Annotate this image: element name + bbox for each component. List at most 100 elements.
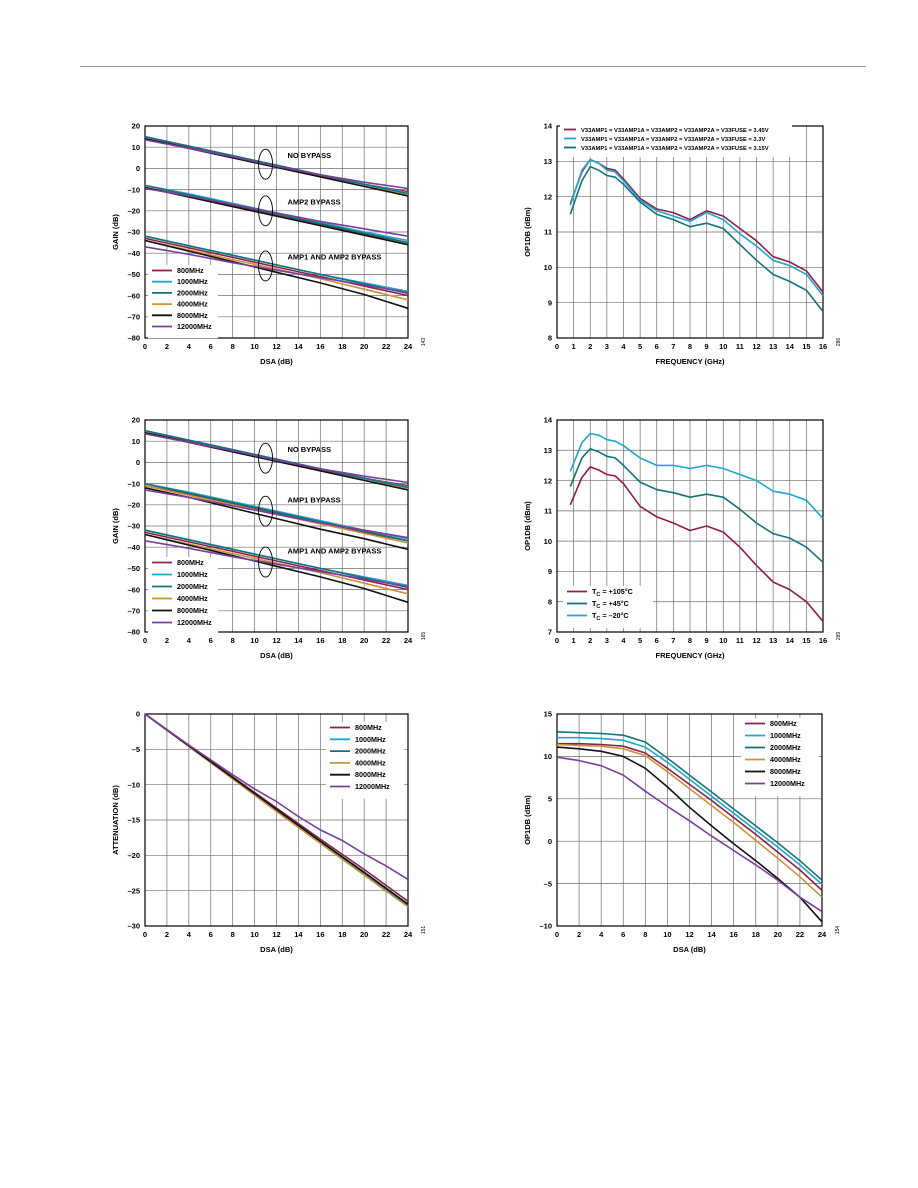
x-tick-label: 10: [250, 930, 258, 939]
annotation-label: AMP2 BYPASS: [287, 197, 340, 206]
x-tick-label: 4: [621, 636, 626, 645]
x-tick-label: 10: [663, 930, 671, 939]
x-tick-label: 15: [802, 342, 810, 351]
y-tick-label: –20: [127, 851, 140, 860]
series-line: [144, 186, 409, 246]
series-line: [144, 429, 409, 489]
annotation-ellipse: [258, 250, 273, 282]
y-tick-label: –80: [127, 334, 140, 343]
y-tick-label: 0: [136, 710, 140, 719]
y-tick-label: 0: [548, 837, 552, 846]
x-tick-label: 0: [555, 636, 559, 645]
legend: 800MHz 1000MHz 2000MHz 4000MHz 8000MHz 12000M…: [148, 557, 218, 635]
legend-entry: 800MHz: [770, 719, 797, 728]
annotation-label: AMP1 BYPASS: [287, 496, 340, 505]
series-line: [144, 713, 409, 881]
series-line: [144, 135, 409, 195]
legend-entry: 2000MHz: [770, 743, 801, 752]
figure-code: 151: [421, 926, 427, 935]
series-line: [557, 736, 823, 885]
legend-entry: 12000MHz: [177, 322, 212, 331]
x-tick-label: 1: [572, 342, 576, 351]
y-tick-label: –40: [127, 543, 140, 552]
x-tick-label: 3: [605, 636, 609, 645]
y-axis-label: OP1DB (dBm): [523, 207, 532, 257]
legend-entry: 1000MHz: [177, 570, 208, 579]
legend-entry: TC = –20°C: [592, 611, 629, 622]
x-tick-label: 12: [272, 930, 280, 939]
x-axis-label: FREQUENCY (GHz): [655, 357, 725, 366]
annotation-ellipse: [258, 495, 273, 527]
legend: TC = +105°CTC = +45°CTC = –20°C: [563, 586, 653, 628]
x-tick-label: 9: [705, 636, 709, 645]
page-top-rule: [80, 66, 866, 67]
x-tick-label: 6: [655, 342, 659, 351]
x-tick-label: 18: [338, 930, 346, 939]
x-tick-label: 16: [316, 342, 324, 351]
y-tick-label: –50: [127, 564, 140, 573]
y-tick-label: 10: [132, 143, 140, 152]
x-tick-label: 7: [671, 636, 675, 645]
series-line: [144, 239, 409, 310]
y-tick-label: –25: [127, 886, 140, 895]
x-tick-label: 12: [752, 342, 760, 351]
x-tick-label: 0: [555, 342, 559, 351]
series-line: [144, 246, 409, 294]
series-line: [569, 165, 824, 312]
legend-entry: 12000MHz: [177, 618, 212, 627]
annotation-label: NO BYPASS: [287, 151, 331, 160]
y-tick-label: –20: [127, 501, 140, 510]
y-axis-label: OP1DB (dBm): [523, 795, 532, 845]
y-tick-label: 8: [548, 334, 552, 343]
series-line: [569, 466, 824, 622]
y-tick-label: 7: [548, 628, 552, 637]
series-line: [144, 184, 409, 244]
x-tick-label: 14: [786, 636, 795, 645]
series-line: [144, 540, 409, 588]
legend-entry: V33AMP1 = V33AMP1A = V33AMP2 = V33AMP2A …: [581, 128, 769, 134]
y-tick-label: –5: [132, 745, 140, 754]
y-tick-label: 20: [132, 122, 140, 131]
legend-entry: 12000MHz: [770, 779, 805, 788]
x-tick-label: 16: [819, 636, 827, 645]
legend: 800MHz 1000MHz 2000MHz 4000MHz 8000MHz 12000M…: [741, 718, 819, 796]
x-tick-label: 2: [165, 342, 169, 351]
series-line: [144, 489, 409, 539]
legend: 800MHz 1000MHz 2000MHz 4000MHz 8000MHz 12000M…: [148, 265, 218, 339]
plot-frame: [144, 125, 409, 339]
x-tick-label: 13: [769, 342, 777, 351]
x-tick-label: 5: [638, 342, 642, 351]
y-tick-label: 9: [548, 567, 552, 576]
y-axis-label: GAIN (dB): [111, 508, 120, 544]
x-tick-label: 20: [360, 342, 368, 351]
chart-attenuation: 0 2 4 6 8 10 12 14 16 18 20 22 24–30–25–20–15–10–50D…: [111, 710, 427, 954]
y-tick-label: 12: [544, 192, 552, 201]
series-line: [144, 235, 409, 295]
x-tick-label: 0: [143, 636, 147, 645]
x-tick-label: 12: [272, 636, 280, 645]
chart-op1db-supply: 0 1 2 3 4 5 6 7 8 9 10 11 12 13 14 15 16891011121314FREQ…: [523, 122, 842, 366]
x-tick-label: 18: [338, 342, 346, 351]
x-tick-label: 4: [187, 342, 192, 351]
legend-background: [560, 125, 792, 157]
series-line: [556, 746, 823, 923]
legend-entry: 1000MHz: [770, 731, 801, 740]
y-tick-label: 13: [544, 446, 552, 455]
x-axis-label: FREQUENCY (GHz): [655, 651, 725, 660]
legend: 800MHz 1000MHz 2000MHz 4000MHz 8000MHz 12000M…: [326, 722, 404, 799]
legend-entry: 2000MHz: [177, 288, 208, 297]
x-tick-label: 4: [187, 930, 192, 939]
series-line: [144, 187, 409, 237]
x-tick-label: 22: [382, 636, 390, 645]
y-tick-label: 5: [548, 795, 552, 804]
series-line: [569, 447, 824, 563]
series-line: [144, 533, 409, 604]
x-tick-label: 2: [577, 930, 581, 939]
x-tick-label: 3: [605, 342, 609, 351]
x-tick-label: 6: [621, 930, 625, 939]
y-tick-label: 0: [136, 164, 140, 173]
y-tick-label: –10: [539, 922, 552, 931]
y-tick-label: 8: [548, 597, 552, 606]
annotation-ellipse: [258, 195, 273, 227]
x-tick-label: 8: [688, 342, 692, 351]
